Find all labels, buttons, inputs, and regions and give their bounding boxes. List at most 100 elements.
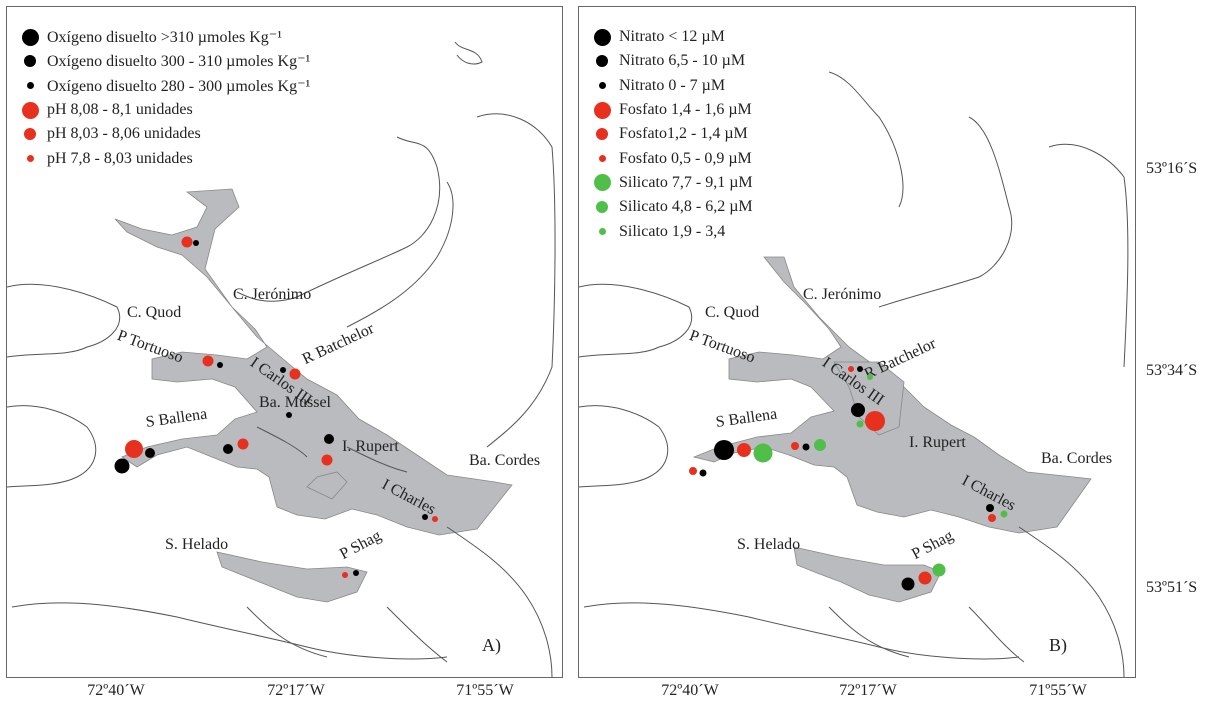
place-label: C. Jerónimo <box>803 286 882 303</box>
legend-a: Oxígeno disuelto >310 µmoles Kg⁻¹ Oxígeno… <box>17 25 310 171</box>
legend-dot <box>24 55 36 68</box>
station-silicate-marker <box>867 374 873 380</box>
legend-label: Silicato 1,9 - 3,4 <box>619 222 726 240</box>
legend-dot <box>593 28 611 46</box>
station-nitrate-marker <box>901 577 915 591</box>
legend-symbol <box>17 28 43 46</box>
legend-b: Nitrato < 12 µM Nitrato 6,5 - 10 µM Nitrat… <box>589 25 753 244</box>
station-phosphate-marker <box>918 571 932 585</box>
station-ph-marker <box>289 368 301 380</box>
station-ph-marker <box>342 572 348 578</box>
legend-entry: Silicato 7,7 - 9,1 µM <box>589 171 753 195</box>
map-a-drawing <box>7 41 556 677</box>
legend-dot <box>596 128 608 141</box>
legend-dot <box>26 155 34 163</box>
legend-entry: Nitrato 0 - 7 µM <box>589 74 753 98</box>
legend-dot <box>596 55 608 68</box>
legend-symbol <box>17 82 43 90</box>
station-phosphate-marker <box>791 442 799 450</box>
legend-label: Silicato 4,8 - 6,2 µM <box>619 198 753 216</box>
station-oxygen-marker <box>353 570 359 576</box>
place-label: C. Quod <box>127 304 182 321</box>
legend-entry: Oxígeno disuelto 280 - 300 µmoles Kg⁻¹ <box>17 74 310 98</box>
y-tick-label: 53º51´S <box>1146 579 1198 596</box>
place-label: S. Helado <box>737 536 801 553</box>
legend-symbol <box>589 28 615 46</box>
station-phosphate-marker <box>865 411 885 431</box>
legend-dot <box>598 228 606 236</box>
legend-label: pH 8,03 - 8,06 unidades <box>47 125 201 143</box>
legend-label: Oxígeno disuelto >310 µmoles Kg⁻¹ <box>47 29 283 47</box>
station-ph-marker <box>432 516 438 522</box>
legend-label: pH 7,8 - 8,03 unidades <box>47 149 193 167</box>
legend-symbol <box>589 201 615 214</box>
map-b-drawing <box>579 71 1129 677</box>
station-oxygen-marker <box>145 448 155 458</box>
panel-letter-b: B) <box>1049 635 1067 655</box>
station-nitrate-marker <box>857 366 863 372</box>
station-silicate-marker <box>1000 510 1008 518</box>
legend-symbol <box>589 101 615 119</box>
place-label: I. Rupert <box>909 434 966 451</box>
legend-label: pH 8,08 - 8,1 unidades <box>47 101 193 119</box>
station-nitrate-marker <box>699 469 707 477</box>
legend-dot <box>21 101 39 119</box>
legend-dot <box>593 174 611 192</box>
legend-symbol <box>589 55 615 68</box>
station-oxygen-marker <box>217 362 223 368</box>
y-tick-label: 53º16´S <box>1146 160 1198 177</box>
place-label: S. Helado <box>165 536 229 553</box>
coastline-b <box>579 71 1129 677</box>
station-ph-marker <box>181 236 193 248</box>
legend-entry: Oxígeno disuelto >310 µmoles Kg⁻¹ <box>17 25 310 49</box>
place-label: Ba. Mussel <box>259 394 331 411</box>
legend-label: Nitrato 6,5 - 10 µM <box>619 52 746 70</box>
station-phosphate-marker <box>848 366 854 372</box>
legend-dot <box>26 82 34 90</box>
coastline-a <box>7 41 556 677</box>
legend-label: Fosfato 0,5 - 0,9 µM <box>619 149 752 167</box>
legend-label: Nitrato 0 - 7 µM <box>619 76 726 94</box>
station-phosphate-marker <box>689 467 697 475</box>
legend-label: Nitrato < 12 µM <box>619 28 725 46</box>
station-phosphate-marker <box>737 443 751 457</box>
legend-dot <box>21 28 39 46</box>
legend-dot <box>598 82 606 90</box>
station-oxygen-marker <box>223 444 233 454</box>
legend-dot <box>598 155 606 163</box>
station-nitrate-marker <box>802 443 810 451</box>
legend-entry: pH 7,8 - 8,03 unidades <box>17 146 310 170</box>
legend-symbol <box>17 128 43 141</box>
legend-label: Fosfato 1,4 - 1,6 µM <box>619 101 752 119</box>
legend-symbol <box>589 174 615 192</box>
place-label: C. Quod <box>705 304 760 321</box>
legend-entry: Silicato 4,8 - 6,2 µM <box>589 195 753 219</box>
station-silicate-marker <box>753 443 773 463</box>
x-tick-label: 71º55´W <box>1029 682 1087 699</box>
legend-entry: Nitrato 6,5 - 10 µM <box>589 49 753 73</box>
legend-label: Silicato 7,7 - 9,1 µM <box>619 173 753 191</box>
legend-symbol <box>589 82 615 90</box>
place-label: Ba. Cordes <box>1041 450 1113 467</box>
map-panel-b: Nitrato < 12 µM Nitrato 6,5 - 10 µM Nitrat… <box>578 6 1136 678</box>
legend-dot <box>596 201 608 214</box>
legend-label: Oxígeno disuelto 300 - 310 µmoles Kg⁻¹ <box>47 53 311 71</box>
station-silicate-marker <box>932 563 946 577</box>
station-oxygen-marker <box>286 412 292 418</box>
station-silicate-marker <box>814 439 826 451</box>
station-ph-marker <box>321 454 333 466</box>
legend-symbol <box>17 55 43 68</box>
panel-letter-a: A) <box>482 635 501 655</box>
legend-entry: pH 8,03 - 8,06 unidades <box>17 122 310 146</box>
legend-symbol <box>17 101 43 119</box>
station-silicate-marker <box>856 420 864 428</box>
x-tick-label: 72º40´W <box>87 682 145 699</box>
legend-symbol <box>589 155 615 163</box>
station-ph-marker <box>237 438 249 450</box>
legend-entry: Nitrato < 12 µM <box>589 25 753 49</box>
x-tick-label: 72º17´W <box>267 682 325 699</box>
legend-entry: Silicato 1,9 - 3,4 <box>589 219 753 243</box>
legend-entry: Oxígeno disuelto 300 - 310 µmoles Kg⁻¹ <box>17 49 310 73</box>
legend-entry: pH 8,08 - 8,1 unidades <box>17 98 310 122</box>
legend-symbol <box>589 228 615 236</box>
